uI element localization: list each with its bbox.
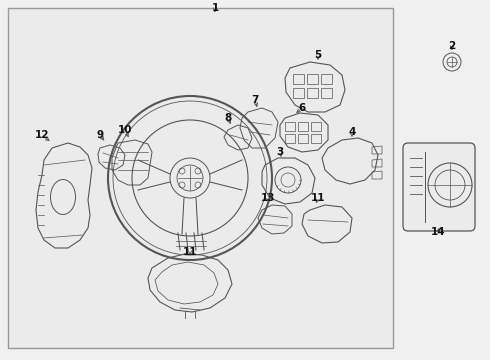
Text: 11: 11: [183, 247, 197, 257]
Text: 10: 10: [118, 125, 132, 135]
Text: 3: 3: [276, 147, 284, 157]
Text: 11: 11: [311, 193, 325, 203]
Bar: [311, 134, 321, 143]
Bar: [307, 88, 318, 98]
Bar: [285, 134, 295, 143]
Bar: [285, 122, 295, 131]
FancyBboxPatch shape: [403, 143, 475, 231]
Text: 8: 8: [224, 113, 232, 123]
Bar: [293, 88, 304, 98]
Bar: [307, 74, 318, 84]
Text: 6: 6: [298, 103, 306, 113]
Text: 14: 14: [431, 227, 445, 237]
Bar: [298, 122, 308, 131]
Bar: [8, 8, 393, 348]
Bar: [298, 134, 308, 143]
Text: 12: 12: [35, 130, 49, 140]
Bar: [293, 74, 304, 84]
Bar: [321, 88, 332, 98]
Text: 2: 2: [448, 41, 456, 51]
Text: 9: 9: [97, 130, 103, 140]
Bar: [321, 74, 332, 84]
Text: 7: 7: [251, 95, 259, 105]
Text: 5: 5: [315, 50, 321, 60]
Text: 13: 13: [261, 193, 275, 203]
Text: 4: 4: [348, 127, 356, 137]
Text: 1: 1: [211, 3, 219, 13]
Bar: [311, 122, 321, 131]
